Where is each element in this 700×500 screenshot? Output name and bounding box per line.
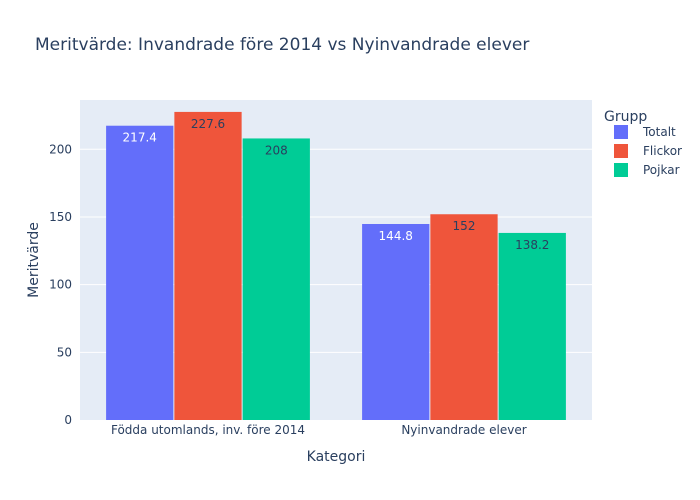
x-tick-label: Födda utomlands, inv. före 2014 [111, 423, 305, 437]
bar-pojkar [498, 232, 566, 420]
legend-swatch [614, 144, 628, 158]
bar-value-label: 144.8 [379, 229, 413, 243]
bar-pojkar [242, 138, 310, 421]
chart-title: Meritvärde: Invandrade före 2014 vs Nyin… [35, 35, 529, 55]
y-tick-label: 150 [49, 210, 72, 224]
bar-totalt [362, 223, 430, 420]
y-axis-title: Meritvärde [26, 222, 42, 298]
legend-item-label: Pojkar [643, 163, 680, 177]
bar-value-label: 227.6 [191, 117, 225, 131]
legend-item-label: Flickor [643, 144, 682, 158]
bar-totalt [106, 125, 174, 421]
legend-item-label: Totalt [642, 125, 676, 139]
legend: Grupp Totalt Flickor Pojkar [604, 109, 682, 177]
x-ticks: Födda utomlands, inv. före 2014 Nyinvandr… [111, 423, 527, 437]
x-tick-label: Nyinvandrade elever [401, 423, 526, 437]
bar-value-label: 208 [265, 143, 288, 157]
bar-flickor [430, 214, 498, 420]
bar-value-label: 138.2 [515, 238, 549, 252]
bar-flickor [174, 111, 242, 420]
y-ticks: 0 50 100 150 200 [49, 142, 72, 427]
y-tick-label: 50 [57, 345, 72, 359]
bars [106, 111, 566, 421]
legend-swatch [614, 125, 628, 139]
y-tick-label: 0 [64, 413, 72, 427]
y-tick-label: 200 [49, 142, 72, 156]
bar-value-label: 152 [453, 219, 476, 233]
legend-title: Grupp [604, 109, 647, 125]
y-tick-label: 100 [49, 278, 72, 292]
x-axis-title: Kategori [307, 449, 366, 465]
bar-labels: 217.4 227.6 208 144.8 152 138.2 [123, 117, 550, 252]
bar-value-label: 217.4 [123, 131, 157, 145]
legend-swatch [614, 163, 628, 177]
